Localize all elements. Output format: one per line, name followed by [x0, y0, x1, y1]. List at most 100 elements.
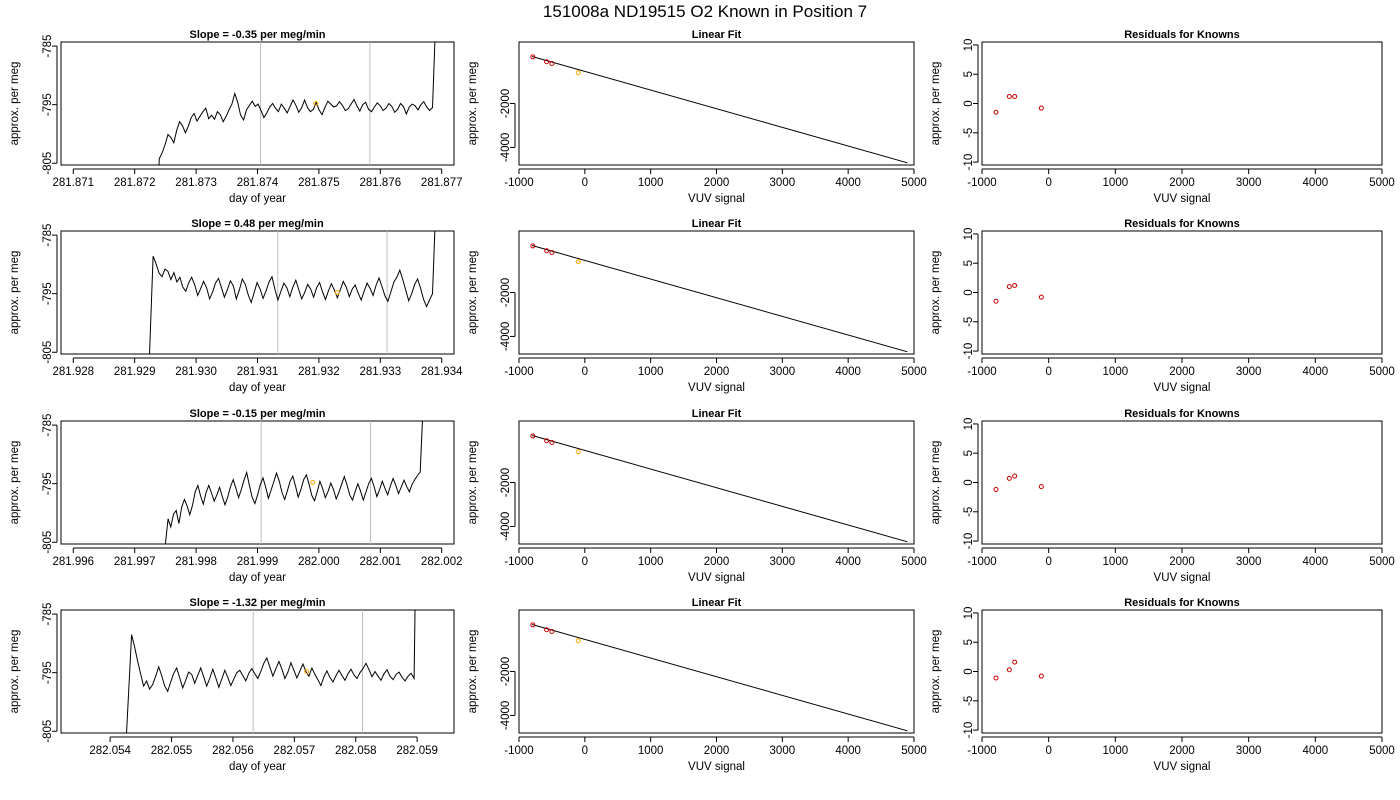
x-tick-label: 3000 — [770, 177, 796, 189]
y-tick-label: 10 — [963, 607, 975, 620]
linear-fit-panel: Linear Fit VUV signal approx. per meg -1000… — [467, 218, 927, 394]
y-tick-label: -2000 — [500, 468, 512, 497]
time-series-panel: Slope = -0.35 per meg/min day of year appr… — [9, 29, 463, 205]
plot-frame — [518, 609, 915, 734]
residual-point — [993, 675, 999, 681]
current-point — [575, 638, 581, 644]
x-tick-label: 281.871 — [52, 177, 94, 189]
known-point — [530, 54, 536, 60]
x-tick-label: -1000 — [967, 366, 996, 378]
y-axis-label: approx. per meg — [930, 630, 942, 714]
y-tick-label: -2000 — [500, 278, 512, 307]
fit-line — [532, 56, 908, 164]
x-tick-label: 3000 — [1236, 177, 1262, 189]
x-tick-label: 5000 — [1369, 366, 1395, 378]
panel-title: Residuals for Knowns — [1124, 408, 1240, 420]
x-tick-label: 0 — [1045, 745, 1051, 757]
current-sample-marker — [310, 480, 316, 485]
y-tick-label: -785 — [42, 414, 54, 437]
residual-point — [1006, 475, 1012, 481]
x-tick-label: 5000 — [901, 177, 927, 189]
x-tick-label: -1000 — [504, 556, 533, 568]
x-tick-label: 2000 — [1169, 366, 1195, 378]
plot-area — [993, 93, 1044, 115]
x-tick-label: 282.059 — [396, 745, 438, 757]
x-tick-label: 281.874 — [237, 177, 279, 189]
x-tick-label: 3000 — [1236, 556, 1262, 568]
x-axis-label: day of year — [229, 761, 286, 773]
x-tick-label: 4000 — [1303, 556, 1329, 568]
y-tick-label: -10 — [963, 722, 975, 739]
panel-title: Linear Fit — [692, 29, 742, 41]
panel-title: Linear Fit — [692, 408, 742, 420]
x-tick-label: 282.001 — [360, 556, 402, 568]
known-point — [544, 438, 550, 444]
x-tick-label: 2000 — [704, 366, 730, 378]
x-tick-label: 3000 — [770, 745, 796, 757]
x-tick-label: 0 — [582, 745, 588, 757]
y-tick-label: -785 — [42, 224, 54, 247]
residual-point — [1038, 673, 1044, 679]
current-sample-marker — [313, 101, 319, 106]
linear-fit-panel: Linear Fit VUV signal approx. per meg -1000… — [467, 597, 927, 773]
x-tick-label: 2000 — [704, 745, 730, 757]
panel-title: Residuals for Knowns — [1124, 218, 1240, 230]
x-tick-label: 2000 — [704, 556, 730, 568]
x-tick-label: 4000 — [835, 177, 861, 189]
x-tick-label: 4000 — [835, 366, 861, 378]
panel-title: Slope = -0.15 per meg/min — [189, 408, 325, 420]
known-point — [530, 433, 536, 439]
x-tick-label: 282.054 — [89, 745, 131, 757]
x-tick-label: 281.872 — [114, 177, 156, 189]
x-tick-label: 3000 — [770, 366, 796, 378]
y-tick-label: 5 — [963, 260, 975, 266]
y-tick-label: -795 — [42, 472, 54, 495]
panel-title: Linear Fit — [692, 597, 742, 609]
y-axis-label: approx. per meg — [467, 251, 479, 335]
residual-point — [1006, 93, 1012, 99]
x-tick-label: 1000 — [638, 366, 664, 378]
x-tick-label: -1000 — [967, 177, 996, 189]
fit-line — [532, 245, 908, 353]
residuals-panel: Residuals for Knowns VUV signal approx. pe… — [930, 408, 1395, 584]
y-tick-label: -785 — [42, 603, 54, 626]
y-tick-label: 0 — [963, 289, 975, 295]
x-tick-label: 282.057 — [274, 745, 316, 757]
x-tick-label: -1000 — [967, 556, 996, 568]
y-tick-label: -5 — [963, 128, 975, 138]
y-axis-label: approx. per meg — [930, 62, 942, 146]
y-axis-label: approx. per meg — [930, 441, 942, 525]
y-tick-label: -4000 — [500, 322, 512, 351]
y-tick-label: -10 — [963, 154, 975, 171]
x-tick-label: 0 — [582, 556, 588, 568]
x-tick-label: -1000 — [504, 366, 533, 378]
y-axis-label: approx. per meg — [467, 630, 479, 714]
x-tick-label: 0 — [582, 366, 588, 378]
x-axis-label: VUV signal — [688, 572, 745, 584]
x-tick-label: -1000 — [504, 177, 533, 189]
x-axis-label: day of year — [229, 193, 286, 205]
current-sample-marker — [334, 290, 340, 295]
x-tick-label: 281.999 — [237, 556, 279, 568]
x-tick-label: 2000 — [1169, 556, 1195, 568]
time-series-panel: Slope = 0.48 per meg/min day of year appro… — [9, 218, 463, 394]
residual-point — [1038, 294, 1044, 300]
y-tick-label: -795 — [42, 282, 54, 305]
x-tick-label: 0 — [1045, 177, 1051, 189]
y-tick-label: -4000 — [500, 133, 512, 162]
x-tick-label: 1000 — [638, 177, 664, 189]
x-axis-label: VUV signal — [688, 193, 745, 205]
y-tick-label: -805 — [42, 531, 54, 554]
y-tick-label: -805 — [42, 720, 54, 743]
known-point — [549, 61, 555, 67]
x-tick-label: 2000 — [1169, 745, 1195, 757]
x-tick-label: 281.873 — [175, 177, 217, 189]
x-axis-label: VUV signal — [1154, 572, 1211, 584]
panel-title: Residuals for Knowns — [1124, 597, 1240, 609]
y-tick-label: -5 — [963, 317, 975, 327]
fit-line — [532, 435, 908, 543]
plot-frame — [518, 41, 915, 166]
residual-point — [993, 109, 999, 115]
current-point — [575, 70, 581, 76]
x-tick-label: 282.058 — [335, 745, 377, 757]
